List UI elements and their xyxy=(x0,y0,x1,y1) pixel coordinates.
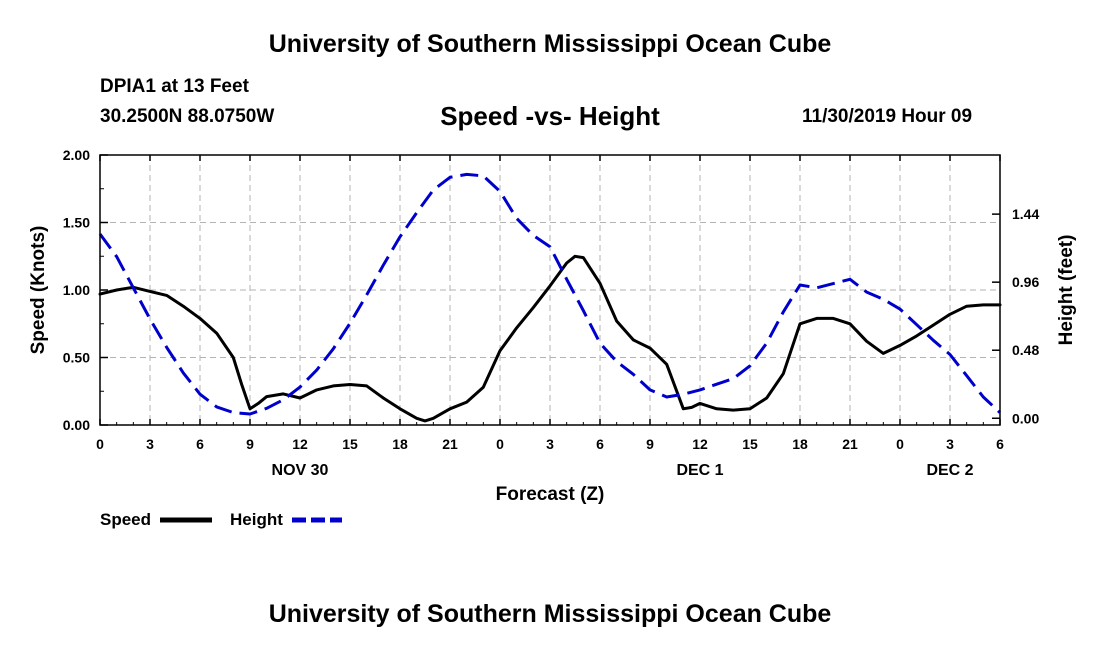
legend-speed-label: Speed xyxy=(100,510,152,529)
x-tick-label: 9 xyxy=(246,436,254,452)
series-layer xyxy=(98,172,1002,423)
day-label: NOV 30 xyxy=(272,462,329,479)
x-tick-label: 6 xyxy=(196,436,204,452)
x-tick-label: 15 xyxy=(742,436,758,452)
y2-tick-label: 0.96 xyxy=(1012,274,1039,290)
x-tick-label: 0 xyxy=(496,436,504,452)
x-tick-label: 21 xyxy=(442,436,458,452)
x-tick-label: 18 xyxy=(792,436,808,452)
forecast-time: 11/30/2019 Hour 09 xyxy=(802,106,973,127)
chart-title: Speed -vs- Height xyxy=(440,101,660,131)
footer-title: University of Southern Mississippi Ocean… xyxy=(268,600,832,628)
y-tick-label: 0.00 xyxy=(63,417,90,433)
y-tick-label: 1.00 xyxy=(63,282,90,298)
y2-axis-label: Height (feet) xyxy=(1056,235,1077,346)
y-axis-label: Speed (Knots) xyxy=(28,226,49,355)
x-tick-label: 12 xyxy=(692,436,708,452)
y-tick-label: 0.50 xyxy=(63,350,90,366)
y2-tick-label: 0.00 xyxy=(1012,410,1039,426)
station-coordinates: 30.2500N 88.0750W xyxy=(100,106,275,127)
grid-layer xyxy=(100,155,1000,425)
x-tick-label: 12 xyxy=(292,436,308,452)
x-tick-label: 0 xyxy=(896,436,904,452)
x-tick-label: 0 xyxy=(96,436,104,452)
y-tick-label: 2.00 xyxy=(63,147,90,163)
x-tick-label: 6 xyxy=(596,436,604,452)
speed-series-line xyxy=(98,254,1002,423)
day-label: DEC 1 xyxy=(676,462,723,479)
x-tick-label: 15 xyxy=(342,436,358,452)
x-tick-label: 3 xyxy=(546,436,554,452)
x-tick-label: 3 xyxy=(946,436,954,452)
height-series-line xyxy=(98,172,1002,416)
axis-layer: 0 3 6 9 12 15 18 21 0 3 6 9 12 15 18 21 0 3 6 NOV 30 DEC 1 DE… xyxy=(63,147,1040,479)
header-title: University of Southern Mississippi Ocean… xyxy=(268,30,832,58)
x-tick-label: 6 xyxy=(996,436,1004,452)
x-tick-label: 3 xyxy=(146,436,154,452)
y2-tick-label: 0.48 xyxy=(1012,342,1039,358)
x-tick-label: 21 xyxy=(842,436,858,452)
day-label: DEC 2 xyxy=(926,462,973,479)
y2-tick-label: 1.44 xyxy=(1012,206,1039,222)
x-tick-label: 18 xyxy=(392,436,408,452)
x-tick-label: 9 xyxy=(646,436,654,452)
y-tick-label: 1.50 xyxy=(63,215,90,231)
legend-height-label: Height xyxy=(230,510,283,529)
x-axis-label: Forecast (Z) xyxy=(496,484,605,505)
station-name: DPIA1 at 13 Feet xyxy=(100,76,249,97)
